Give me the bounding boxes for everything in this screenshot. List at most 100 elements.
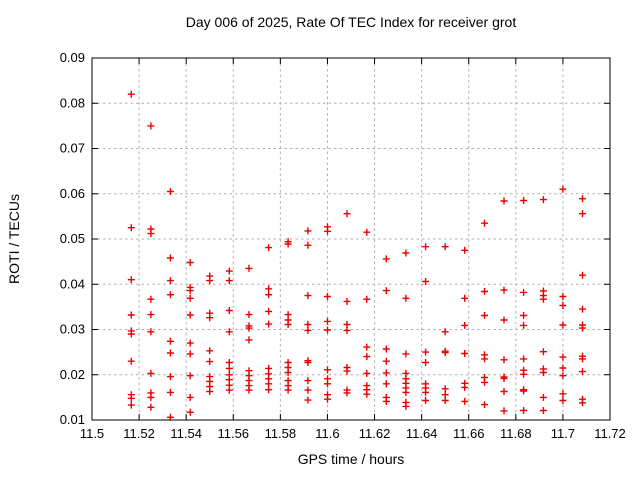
data-point <box>579 195 586 203</box>
data-point <box>343 367 351 375</box>
data-point <box>324 326 331 334</box>
data-point <box>382 287 390 295</box>
data-point <box>520 355 528 363</box>
data-point <box>304 377 312 385</box>
data-point <box>441 349 449 357</box>
data-point <box>166 254 174 262</box>
data-point <box>324 293 331 300</box>
data-point <box>559 364 567 372</box>
data-point <box>284 240 292 248</box>
data-point <box>461 321 469 329</box>
data-point <box>363 343 371 351</box>
data-point <box>186 393 194 401</box>
data-point <box>441 385 449 393</box>
data-point <box>500 356 508 364</box>
data-point <box>382 357 390 365</box>
data-point <box>147 369 155 377</box>
data-point <box>422 278 430 285</box>
data-point <box>500 316 508 324</box>
data-point <box>324 227 331 235</box>
data-point <box>225 307 233 314</box>
x-tick-label: 11.52 <box>123 426 155 441</box>
data-point <box>539 369 547 376</box>
data-point <box>186 287 194 295</box>
data-point <box>186 350 194 358</box>
data-point <box>127 394 135 402</box>
data-point <box>559 397 567 404</box>
data-point <box>304 321 312 328</box>
data-point <box>206 388 214 395</box>
data-point <box>225 386 233 394</box>
data-point <box>225 359 233 366</box>
data-point <box>579 210 586 218</box>
data-point <box>225 328 233 336</box>
data-point <box>245 264 253 272</box>
data-point <box>304 396 312 404</box>
data-point <box>539 348 547 356</box>
plot-border <box>91 57 611 421</box>
data-point <box>127 330 135 338</box>
data-point <box>559 321 567 329</box>
data-point <box>225 267 233 275</box>
x-axis-label: GPS time / hours <box>298 451 405 467</box>
data-point <box>265 320 273 328</box>
data-point <box>127 224 135 232</box>
data-point <box>363 353 371 361</box>
data-point <box>265 291 273 299</box>
data-point <box>147 295 155 303</box>
data-point <box>559 372 567 380</box>
y-tick-label: 0.03 <box>60 322 85 337</box>
data-point <box>304 241 312 249</box>
data-point <box>265 307 273 315</box>
x-tick-label: 11.6 <box>315 426 339 441</box>
data-point <box>363 295 371 303</box>
data-point <box>422 397 430 404</box>
data-point <box>147 122 155 130</box>
data-point <box>304 326 312 334</box>
data-point <box>245 386 253 394</box>
data-point <box>343 326 351 334</box>
data-point <box>441 243 449 251</box>
y-tick-label: 0.09 <box>60 50 85 65</box>
data-point <box>402 350 410 358</box>
data-point <box>461 246 469 254</box>
data-point <box>461 397 469 405</box>
data-point <box>284 369 292 376</box>
x-tick-label: 11.58 <box>265 426 297 441</box>
grid-lines <box>92 58 610 420</box>
data-point <box>481 219 488 227</box>
data-point <box>304 386 312 394</box>
data-point <box>520 407 528 414</box>
data-point <box>402 249 410 257</box>
data-point <box>206 347 214 355</box>
data-point <box>539 393 547 401</box>
data-point <box>579 355 586 363</box>
y-tick-label: 0.05 <box>60 231 85 246</box>
x-tick-label: 11.5 <box>80 426 104 441</box>
data-point <box>559 293 567 300</box>
data-point <box>441 397 449 404</box>
data-point <box>147 311 155 319</box>
data-point <box>127 90 135 98</box>
x-tick-label: 11.68 <box>500 426 532 441</box>
x-tick-label: 11.72 <box>594 426 626 441</box>
data-point <box>520 197 528 204</box>
data-point <box>382 345 390 353</box>
data-point <box>363 369 371 377</box>
data-point <box>127 401 135 409</box>
data-point <box>481 288 488 295</box>
data-point <box>343 321 351 328</box>
data-point <box>186 294 194 302</box>
data-point <box>422 359 430 366</box>
data-point <box>402 402 410 410</box>
data-point <box>186 259 194 266</box>
data-point <box>461 383 469 391</box>
data-point <box>304 359 312 366</box>
data-point <box>166 349 174 357</box>
data-point <box>481 378 488 386</box>
data-point <box>324 380 331 388</box>
data-point <box>147 393 155 401</box>
data-point <box>559 185 567 193</box>
data-point <box>284 321 292 328</box>
